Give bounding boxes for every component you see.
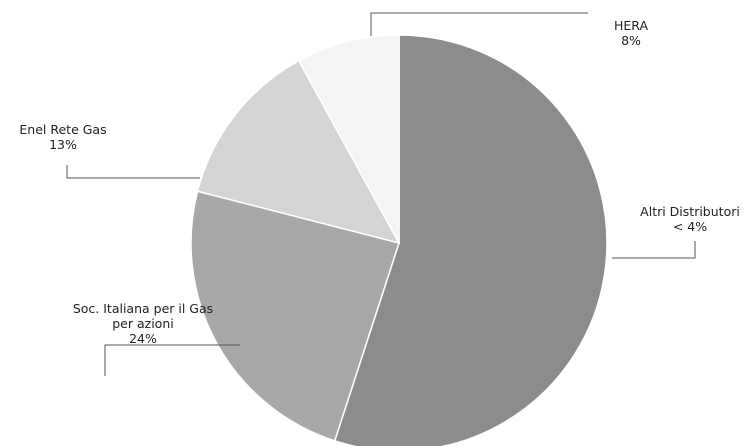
slice-label-1: Altri Distributori < 4% <box>640 204 740 234</box>
slice-label-2: Soc. Italiana per il Gas per azioni 24% <box>73 301 213 346</box>
slice-label-line: Soc. Italiana per il Gas <box>73 301 213 316</box>
slice-label-4: HERA 8% <box>614 18 648 48</box>
slice-label-line: 24% <box>129 331 157 346</box>
slice-label-line: 8% <box>621 33 641 48</box>
pie-slice-3 <box>196 59 401 245</box>
pie-slices <box>190 34 608 446</box>
slice-label-3: Enel Rete Gas 13% <box>19 122 106 152</box>
slice-label-line: Enel Rete Gas <box>19 122 106 137</box>
slice-label-line: < 4% <box>673 219 707 234</box>
slice-label-line: 13% <box>49 137 77 152</box>
pie-slice-1 <box>333 34 608 446</box>
leader-line-1 <box>612 241 696 259</box>
pie-slice-2 <box>190 190 400 442</box>
leader-line-3 <box>66 165 200 179</box>
slice-label-line: per azioni <box>112 316 173 331</box>
slice-labels: Altri Distributori < 4% Soc. Italiana per … <box>19 18 739 346</box>
leader-line-4 <box>370 12 588 36</box>
pie-slice-4 <box>297 34 400 244</box>
slice-label-line: HERA <box>614 18 648 33</box>
leader-lines <box>66 12 696 376</box>
slice-label-line: Altri Distributori <box>640 204 740 219</box>
leader-line-2 <box>104 344 240 376</box>
